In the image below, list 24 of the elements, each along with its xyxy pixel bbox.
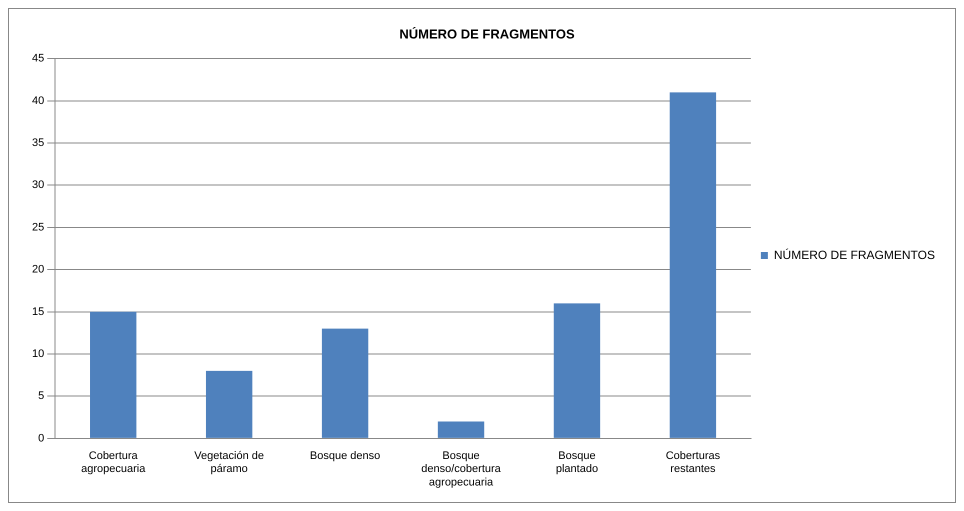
y-tick-label: 40 — [32, 94, 44, 107]
y-tick-label: 30 — [32, 179, 44, 192]
y-tick-label: 20 — [32, 264, 44, 276]
x-tick-label: Bosque plantado — [556, 450, 598, 476]
bar — [90, 312, 136, 438]
bar — [670, 92, 716, 438]
y-tick-label: 10 — [32, 348, 44, 360]
y-tick-label: 5 — [38, 390, 44, 402]
bar — [322, 328, 368, 438]
y-tick-label: 0 — [38, 432, 44, 444]
x-tick-label: Bosque denso/cobertura agropecuaria — [421, 450, 502, 488]
x-tick-label: Vegetación de páramo — [194, 450, 264, 476]
bar — [206, 370, 252, 438]
x-tick-label: Coberturas restantes — [666, 450, 721, 476]
y-tick-label: 25 — [32, 221, 44, 234]
y-tick-label: 35 — [32, 137, 44, 150]
legend-label: NÚMERO DE FRAGMENTOS — [774, 248, 936, 262]
chart-title: NÚMERO DE FRAGMENTOS — [399, 26, 575, 42]
bar — [554, 303, 600, 438]
bar — [438, 422, 484, 438]
y-tick-label: 15 — [32, 306, 44, 318]
y-tick-label: 45 — [32, 52, 44, 65]
x-tick-label: Bosque denso — [310, 450, 380, 462]
x-tick-label: Cobertura agropecuaria — [81, 450, 146, 476]
